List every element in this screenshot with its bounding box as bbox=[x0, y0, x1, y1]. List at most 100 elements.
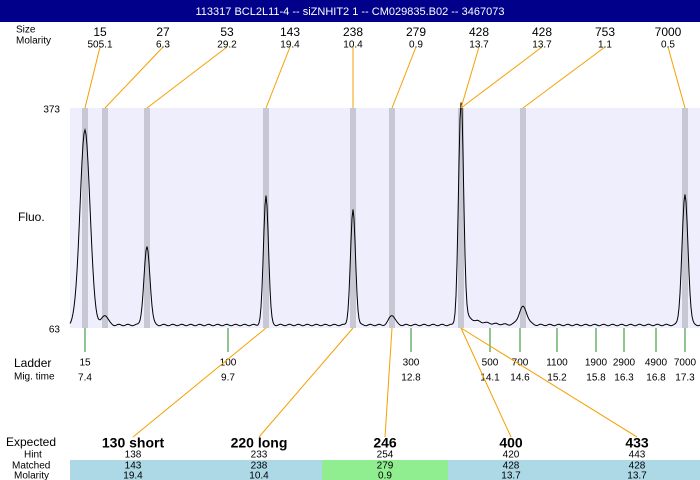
peak-molarity: 10.4 bbox=[343, 40, 363, 51]
peak-molarity: 13.7 bbox=[532, 40, 552, 51]
ladder-time: 14.1 bbox=[480, 373, 500, 384]
peak-band bbox=[682, 108, 688, 328]
ladder-size: 100 bbox=[220, 358, 237, 369]
expected-label: Expected bbox=[6, 435, 56, 449]
peak-leader bbox=[460, 46, 543, 109]
peak-leader bbox=[460, 46, 480, 109]
molarity: 13.7 bbox=[501, 471, 521, 480]
trace bbox=[69, 102, 700, 327]
peak-molarity: 505.1 bbox=[87, 40, 112, 51]
peak-size: 238 bbox=[343, 25, 363, 39]
peak-molarity: 0.9 bbox=[409, 40, 423, 51]
matched-label: Matched bbox=[12, 461, 50, 472]
molarity: 0.9 bbox=[378, 471, 392, 480]
hint: 254 bbox=[377, 450, 394, 461]
peak-molarity: 6.3 bbox=[156, 40, 170, 51]
hint-label: Hint bbox=[24, 450, 42, 461]
molarity: 19.4 bbox=[123, 471, 143, 480]
ladder-size: 2900 bbox=[613, 358, 636, 369]
matched: 238 bbox=[251, 461, 268, 472]
ladder-size: 500 bbox=[482, 358, 499, 369]
matched-cell bbox=[574, 460, 700, 480]
ladder-size: 4900 bbox=[645, 358, 668, 369]
hint: 443 bbox=[629, 450, 646, 461]
ladder-time: 16.8 bbox=[646, 373, 666, 384]
size-label: Size bbox=[16, 25, 36, 36]
header-bar bbox=[0, 0, 700, 22]
ladder-size: 1900 bbox=[585, 358, 608, 369]
ladder-time: 14.6 bbox=[510, 373, 530, 384]
ladder-time: 9.7 bbox=[221, 373, 235, 384]
ladder-size: 700 bbox=[512, 358, 529, 369]
molarity: 10.4 bbox=[249, 471, 269, 480]
peak-size: 279 bbox=[406, 25, 426, 39]
peak-size: 53 bbox=[220, 25, 234, 39]
matched-cell bbox=[448, 460, 574, 480]
peak-size: 753 bbox=[595, 25, 615, 39]
peak-band bbox=[350, 108, 356, 328]
matched-cell bbox=[196, 460, 322, 480]
ladder-time: 16.3 bbox=[614, 373, 634, 384]
matched-cell bbox=[70, 460, 196, 480]
peak-molarity: 13.7 bbox=[469, 40, 489, 51]
axis-bottom: 63 bbox=[49, 325, 61, 336]
peak-size: 7000 bbox=[655, 25, 682, 39]
peak-leader bbox=[84, 46, 101, 109]
plot-area bbox=[70, 108, 700, 328]
header-title: 113317 BCL2L11-4 -- siZNHIT2 1 -- CM0298… bbox=[196, 6, 505, 18]
ladder-time: 12.8 bbox=[401, 373, 421, 384]
peak-band bbox=[102, 108, 108, 328]
match-leader bbox=[460, 327, 638, 438]
peak-molarity: 1.1 bbox=[598, 40, 612, 51]
ladder-size: 1100 bbox=[546, 358, 568, 369]
matched-cell bbox=[322, 460, 448, 480]
peak-size: 428 bbox=[532, 25, 552, 39]
peak-molarity: 0.5 bbox=[661, 40, 675, 51]
match-leader bbox=[460, 327, 512, 438]
peak-size: 143 bbox=[280, 25, 300, 39]
axis-top: 373 bbox=[43, 105, 60, 116]
ladder-size: 300 bbox=[403, 358, 420, 369]
match-leader bbox=[132, 327, 267, 438]
molarity-label: Molarity bbox=[16, 36, 51, 47]
match-leader bbox=[384, 327, 393, 438]
peak-leader bbox=[104, 46, 164, 109]
ladder-time: 15.8 bbox=[586, 373, 606, 384]
ladder-size: 15 bbox=[79, 358, 91, 369]
peak-band bbox=[144, 108, 150, 328]
matched: 428 bbox=[629, 461, 646, 472]
peak-band bbox=[263, 108, 269, 328]
hint: 138 bbox=[125, 450, 142, 461]
peak-band bbox=[520, 108, 526, 328]
matched: 143 bbox=[125, 461, 142, 472]
match-leader bbox=[258, 327, 354, 438]
peak-band bbox=[82, 108, 88, 328]
peak-band bbox=[389, 108, 395, 328]
expected-size: 400 bbox=[499, 435, 523, 451]
expected-size: 220 long bbox=[231, 435, 288, 451]
expected-size: 246 bbox=[373, 435, 397, 451]
matched: 428 bbox=[503, 461, 520, 472]
hint: 420 bbox=[503, 450, 520, 461]
peak-leader bbox=[146, 46, 228, 109]
ladder-time: 15.2 bbox=[547, 373, 567, 384]
peak-molarity: 19.4 bbox=[280, 40, 300, 51]
peak-leader bbox=[391, 46, 417, 109]
peak-leader bbox=[265, 46, 291, 109]
molarity: 13.7 bbox=[627, 471, 647, 480]
peak-leader bbox=[522, 46, 606, 109]
ladder-size: 7000 bbox=[674, 358, 697, 369]
peak-size: 27 bbox=[156, 25, 170, 39]
axis-label: Fluo. bbox=[18, 210, 45, 224]
ladder-time: 7.4 bbox=[78, 373, 92, 384]
expected-size: 433 bbox=[625, 435, 649, 451]
ladder-time: 17.3 bbox=[675, 373, 695, 384]
expected-size: 130 short bbox=[102, 435, 165, 451]
peak-molarity: 29.2 bbox=[217, 40, 237, 51]
peak-leader bbox=[667, 46, 686, 109]
matched: 279 bbox=[377, 461, 394, 472]
mig-time-label: Mig. time bbox=[14, 372, 55, 383]
peak-band bbox=[458, 108, 464, 328]
molarity-row-label: Molarity bbox=[14, 471, 49, 480]
